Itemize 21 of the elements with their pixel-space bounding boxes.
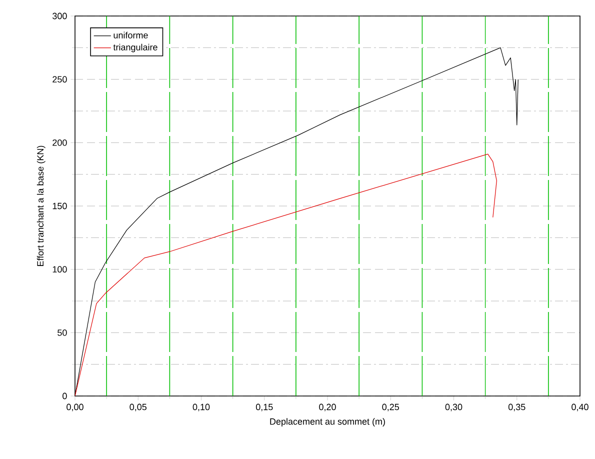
x-axis-title: Deplacement au sommet (m) xyxy=(270,418,385,426)
y-tick-label: 0 xyxy=(62,392,67,400)
y-tick-label: 250 xyxy=(52,76,67,83)
line-series xyxy=(75,154,497,396)
x-tick-label: 0,10 xyxy=(192,404,210,412)
x-tick-label: 0,30 xyxy=(445,404,462,412)
x-tick-label: 0,40 xyxy=(572,404,588,412)
legend-label: triangulaire xyxy=(113,44,158,52)
x-tick-label: 0,05 xyxy=(130,404,147,412)
y-tick-label: 50 xyxy=(58,329,67,336)
x-tick-label: 0,20 xyxy=(319,404,336,412)
y-tick-label: 100 xyxy=(52,266,67,273)
x-tick-label: 0,25 xyxy=(382,404,400,412)
y-tick-label: 300 xyxy=(52,12,67,20)
y-tick-label: 150 xyxy=(52,202,67,210)
y-axis-title: Effort tranchant a la base (KN) xyxy=(36,146,46,266)
x-tick-label: 0,15 xyxy=(256,404,273,412)
legend-label: uniforme xyxy=(114,32,148,38)
x-tick-label: 0,00 xyxy=(66,404,84,412)
x-tick-label: 0,35 xyxy=(508,404,526,412)
y-tick-label: 200 xyxy=(52,139,67,146)
